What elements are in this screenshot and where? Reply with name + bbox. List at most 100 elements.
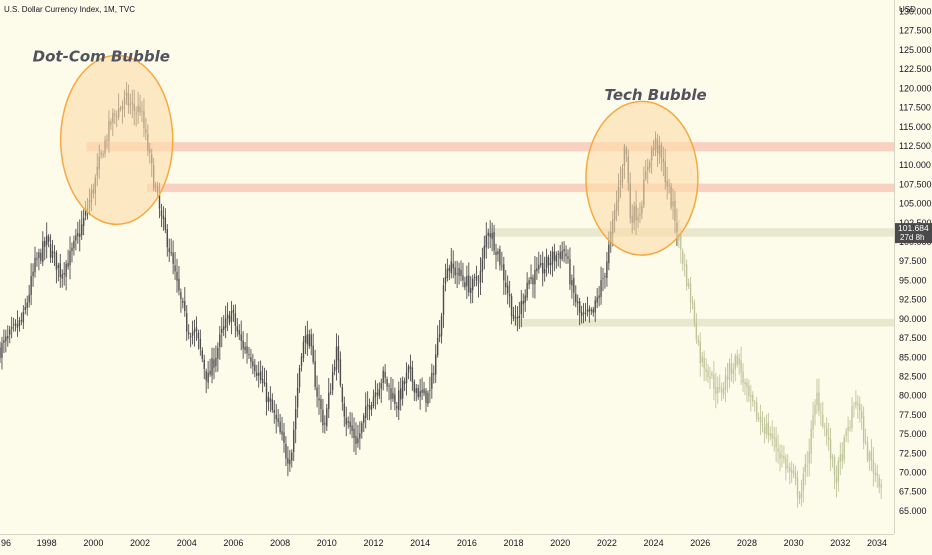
historical-candle-114	[221, 317, 223, 348]
historical-body	[501, 265, 503, 267]
projection-candle-89	[851, 397, 853, 432]
historical-candle-94	[182, 297, 184, 309]
y-tick-label: 77.500	[899, 410, 927, 420]
historical-body	[320, 399, 322, 410]
projection-body	[685, 264, 688, 287]
historical-body	[219, 334, 221, 347]
historical-body	[82, 217, 85, 227]
historical-candle-175	[339, 351, 342, 388]
historical-body	[425, 390, 427, 403]
historical-candle-87	[168, 238, 170, 263]
projection-body	[738, 358, 740, 365]
historical-candle-20	[38, 248, 40, 271]
projection-body	[687, 282, 690, 287]
projection-body	[732, 369, 735, 375]
historical-body	[475, 276, 478, 281]
historical-candle-203	[394, 387, 396, 411]
historical-body	[594, 300, 596, 313]
projection-body	[752, 394, 754, 402]
projection-candle-15	[707, 364, 709, 383]
projection-body	[689, 283, 692, 303]
projection-body	[693, 302, 696, 324]
resistance-zone-1	[147, 183, 895, 193]
projection-body	[802, 473, 805, 492]
historical-body	[261, 378, 264, 383]
historical-candle-142	[275, 403, 277, 434]
historical-candle-154	[298, 364, 301, 393]
historical-candle-26	[49, 234, 52, 263]
x-tick-label: 2000	[83, 538, 103, 548]
historical-candle-257	[499, 245, 501, 271]
historical-body	[440, 315, 443, 336]
historical-body	[30, 276, 32, 295]
historical-candle-219	[425, 387, 427, 413]
projection-candle-33	[742, 363, 744, 393]
annotation-label-0: Dot-Com Bubble	[33, 47, 170, 65]
historical-body	[575, 293, 577, 303]
historical-candle-289	[561, 241, 563, 262]
historical-body	[186, 313, 188, 332]
historical-candle-30	[57, 262, 60, 282]
projection-candle-80	[833, 454, 836, 490]
projection-body	[839, 454, 842, 462]
projection-body	[781, 455, 783, 458]
historical-body	[456, 273, 458, 275]
y-tick-label: 120.000	[899, 83, 932, 93]
support-zone-3	[513, 318, 894, 327]
time-axis[interactable]: 96 1998 2000 2002 2004 2006 2008 2010 2012 2014 20…	[1, 538, 887, 548]
projection-candle-6	[689, 276, 692, 313]
projection-candle-101	[874, 463, 877, 483]
historical-candle-283	[549, 250, 552, 275]
projection-candle-67	[808, 438, 810, 477]
historical-body	[187, 332, 190, 335]
historical-body	[577, 301, 579, 304]
historical-candle-218	[423, 381, 425, 397]
historical-body	[547, 257, 550, 266]
historical-candle-182	[353, 417, 355, 452]
historical-body	[506, 285, 509, 294]
historical-candle-243	[471, 274, 474, 304]
historical-body	[417, 388, 419, 398]
historical-body	[460, 269, 462, 276]
historical-body	[329, 391, 332, 393]
historical-body	[479, 270, 482, 283]
projection-body	[726, 376, 729, 380]
historical-candle-37	[71, 242, 73, 263]
historical-candle-13	[24, 298, 26, 315]
projection-candle-20	[717, 376, 719, 404]
projection-body	[833, 456, 836, 477]
historical-body	[304, 335, 307, 343]
historical-candle-115	[222, 315, 225, 337]
projection-body	[859, 404, 861, 411]
historical-body	[49, 244, 52, 258]
historical-body	[166, 229, 168, 248]
projection-candle-35	[746, 378, 748, 402]
historical-body	[0, 347, 1, 359]
projection-body	[857, 403, 859, 406]
projection-body	[853, 405, 855, 407]
historical-body	[57, 265, 60, 268]
historical-candle-129	[250, 348, 252, 369]
historical-body	[600, 280, 602, 297]
projection-body	[707, 370, 709, 378]
historical-candle-153	[296, 373, 299, 418]
historical-body	[236, 326, 239, 332]
historical-body	[182, 300, 184, 303]
historical-body	[180, 292, 182, 299]
projection-candle-100	[872, 447, 875, 487]
projection-candle-13	[703, 350, 705, 382]
projection-candle-12	[701, 351, 703, 367]
historical-candle-11	[20, 312, 23, 326]
historical-body	[553, 251, 556, 261]
historical-body	[324, 423, 326, 425]
projection-candle-45	[765, 414, 768, 439]
historical-candle-277	[538, 251, 540, 274]
price-tag-countdown: 27d 8h	[900, 233, 924, 242]
historical-body	[291, 452, 293, 461]
projection-body	[740, 360, 742, 373]
historical-body	[368, 405, 371, 410]
price-axis[interactable]: 130.000 127.500 125.000 122.500 120.000 117.5…	[899, 7, 932, 516]
projection-body	[827, 437, 830, 440]
historical-body	[489, 233, 491, 238]
historical-body	[209, 370, 211, 375]
